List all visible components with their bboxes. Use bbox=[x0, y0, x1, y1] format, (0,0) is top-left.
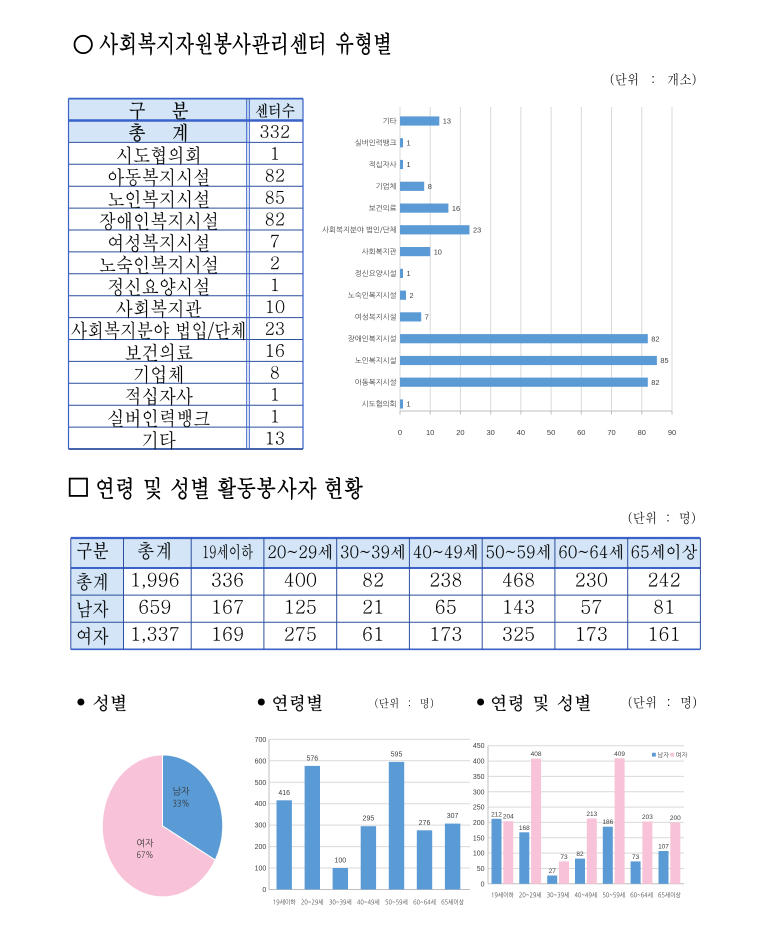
svg-text:1: 1 bbox=[407, 139, 411, 148]
svg-text:150: 150 bbox=[473, 835, 485, 842]
svg-text:10: 10 bbox=[434, 247, 442, 256]
svg-text:80: 80 bbox=[638, 428, 646, 437]
svg-text:700: 700 bbox=[255, 737, 267, 744]
svg-text:1: 1 bbox=[407, 160, 411, 169]
svg-text:100: 100 bbox=[334, 858, 346, 865]
svg-text:73: 73 bbox=[632, 854, 640, 861]
svg-text:300: 300 bbox=[255, 823, 267, 830]
svg-text:276: 276 bbox=[419, 820, 431, 827]
svg-text:307: 307 bbox=[447, 813, 459, 820]
svg-text:10: 10 bbox=[426, 428, 434, 437]
svg-text:400: 400 bbox=[255, 801, 267, 808]
svg-text:186: 186 bbox=[602, 819, 613, 826]
svg-text:90: 90 bbox=[668, 428, 676, 437]
svg-text:27: 27 bbox=[549, 868, 557, 875]
svg-text:212: 212 bbox=[491, 811, 502, 818]
svg-text:100: 100 bbox=[255, 866, 267, 873]
svg-text:300: 300 bbox=[473, 789, 485, 796]
svg-text:0: 0 bbox=[262, 887, 266, 894]
svg-text:60: 60 bbox=[577, 428, 585, 437]
svg-text:500: 500 bbox=[255, 780, 267, 787]
svg-text:0: 0 bbox=[398, 428, 402, 437]
svg-text:409: 409 bbox=[614, 751, 625, 758]
svg-text:295: 295 bbox=[363, 816, 375, 823]
svg-text:576: 576 bbox=[306, 755, 318, 762]
svg-text:50: 50 bbox=[477, 866, 485, 873]
svg-text:107: 107 bbox=[658, 844, 669, 851]
svg-text:203: 203 bbox=[642, 814, 653, 821]
svg-text:7: 7 bbox=[425, 313, 429, 322]
svg-text:8: 8 bbox=[428, 182, 432, 191]
svg-text:213: 213 bbox=[586, 811, 597, 818]
svg-text:100: 100 bbox=[473, 851, 485, 858]
svg-text:50: 50 bbox=[547, 428, 555, 437]
svg-text:416: 416 bbox=[278, 790, 290, 797]
svg-text:40: 40 bbox=[517, 428, 525, 437]
svg-text:82: 82 bbox=[651, 378, 659, 387]
svg-text:200: 200 bbox=[473, 820, 485, 827]
svg-text:200: 200 bbox=[255, 844, 267, 851]
svg-text:20: 20 bbox=[456, 428, 464, 437]
svg-text:2: 2 bbox=[410, 291, 414, 300]
svg-text:30: 30 bbox=[487, 428, 495, 437]
svg-text:350: 350 bbox=[473, 774, 485, 781]
svg-text:0: 0 bbox=[481, 881, 485, 888]
svg-text:1: 1 bbox=[407, 269, 411, 278]
svg-text:600: 600 bbox=[255, 758, 267, 765]
svg-text:70: 70 bbox=[607, 428, 615, 437]
svg-text:85: 85 bbox=[660, 356, 668, 365]
svg-text:168: 168 bbox=[519, 825, 530, 832]
svg-text:82: 82 bbox=[576, 851, 584, 858]
svg-text:204: 204 bbox=[503, 814, 514, 821]
svg-text:16: 16 bbox=[452, 204, 460, 213]
svg-text:82: 82 bbox=[651, 334, 659, 343]
svg-text:1: 1 bbox=[407, 400, 411, 409]
svg-text:450: 450 bbox=[473, 743, 485, 750]
svg-text:408: 408 bbox=[531, 751, 542, 758]
svg-text:200: 200 bbox=[670, 815, 681, 822]
svg-text:73: 73 bbox=[560, 854, 568, 861]
svg-text:250: 250 bbox=[473, 805, 485, 812]
svg-text:400: 400 bbox=[473, 759, 485, 766]
svg-text:595: 595 bbox=[391, 751, 403, 758]
svg-text:13: 13 bbox=[443, 117, 451, 126]
svg-text:23: 23 bbox=[473, 226, 481, 235]
